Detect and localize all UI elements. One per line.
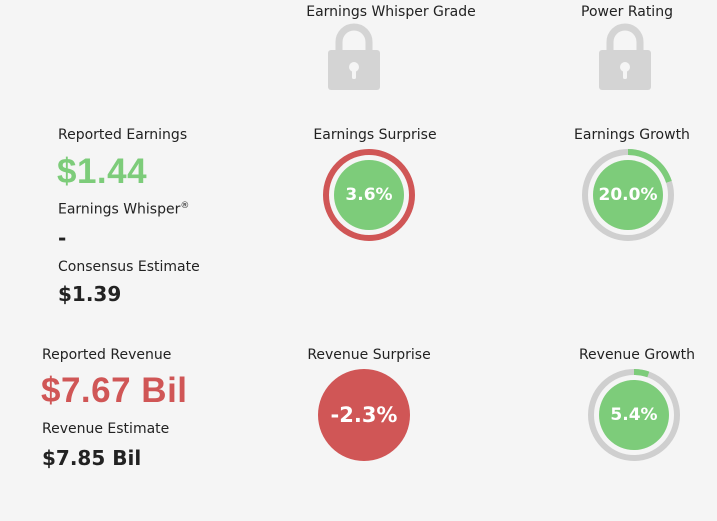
surprise-ring	[323, 149, 415, 241]
registered-mark: ®	[180, 201, 190, 211]
consensus-estimate-value: $1.39	[58, 282, 122, 306]
lock-icon[interactable]	[327, 22, 381, 90]
revenue-surprise-value: -2.3%	[330, 403, 398, 427]
revenue-growth-label: Revenue Growth	[578, 347, 696, 363]
reported-earnings-label: Reported Earnings	[58, 127, 188, 143]
whisper-grade-label: Earnings Whisper Grade	[306, 4, 476, 20]
revenue-growth-ring-progress	[588, 369, 680, 461]
earnings-growth-gauge: 20.0%	[582, 149, 674, 241]
earnings-surprise-value: 3.6%	[345, 185, 393, 205]
revenue-surprise-gauge: -2.3%	[318, 369, 410, 461]
surprise-disc	[334, 160, 404, 230]
reported-revenue-label: Reported Revenue	[42, 347, 172, 363]
earnings-whisper-value: -	[58, 226, 67, 250]
earnings-whisper-label: Earnings Whisper®	[58, 201, 189, 218]
consensus-estimate-label: Consensus Estimate	[58, 259, 200, 275]
earnings-growth-label: Earnings Growth	[574, 127, 690, 143]
earnings-surprise-label: Earnings Surprise	[313, 127, 437, 143]
revenue-estimate-value: $7.85 Bil	[42, 446, 142, 470]
reported-earnings-value: $1.44	[57, 152, 148, 191]
earnings-whisper-text: Earnings Whisper	[58, 201, 181, 218]
earnings-growth-value: 20.0%	[598, 185, 658, 205]
reported-revenue-value: $7.67 Bil	[41, 371, 188, 410]
growth-disc	[593, 160, 663, 230]
revenue-growth-gauge: 5.4%	[588, 369, 680, 461]
revenue-surprise-label: Revenue Surprise	[307, 347, 431, 363]
revenue-estimate-label: Revenue Estimate	[42, 421, 170, 437]
revenue-growth-disc	[599, 380, 669, 450]
growth-ring-progress	[582, 149, 674, 241]
power-rating-label: Power Rating	[581, 4, 673, 20]
lock-icon[interactable]	[598, 22, 652, 90]
earnings-surprise-gauge: 3.6%	[323, 149, 415, 241]
revenue-surprise-disc	[318, 369, 410, 461]
revenue-growth-value: 5.4%	[610, 405, 658, 425]
